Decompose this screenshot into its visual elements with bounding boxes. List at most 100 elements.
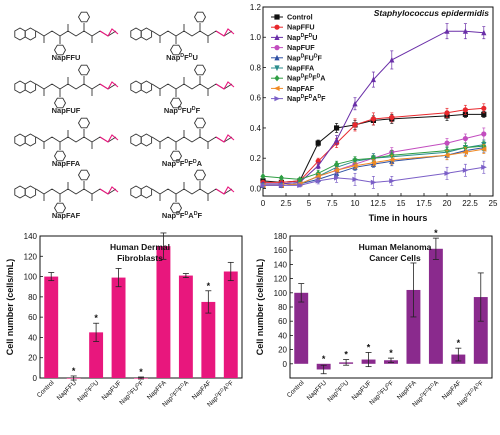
benzene-ring <box>77 64 91 76</box>
x-tick-label: 22.5 <box>462 199 478 208</box>
x-tick-label: NapFUF <box>101 379 123 401</box>
y-tick-label: 180 <box>274 232 288 241</box>
benzene-ring <box>53 202 67 214</box>
x-tick-label: 5 <box>307 199 312 208</box>
y-tick-label: 120 <box>24 252 38 261</box>
x-tick-label: NapFFA <box>396 379 418 401</box>
molecule-label: NapFAF <box>52 211 81 220</box>
molecule-label: NapDFDU <box>166 53 198 62</box>
data-point <box>462 135 468 142</box>
modified-residue <box>99 28 119 37</box>
x-tick-label: NapFAF <box>441 379 463 401</box>
bar <box>156 246 171 378</box>
y-tick-label: 0.0 <box>250 184 262 193</box>
significance-marker: * <box>207 281 211 291</box>
x-tick-label: Control <box>36 379 56 399</box>
molecule-label: NapDFDADF <box>162 211 203 220</box>
aromatic-ring <box>24 185 37 199</box>
benzene-ring <box>169 150 183 162</box>
aromatic-ring <box>140 133 153 147</box>
x-tick-label: NapDFUDF <box>367 378 395 406</box>
significance-marker: * <box>94 313 98 323</box>
data-point <box>389 114 395 120</box>
x-tick-label: NapFFU <box>56 379 79 402</box>
bar <box>44 276 59 378</box>
y-tick-label: 0.8 <box>250 63 262 72</box>
y-tick-label: 20 <box>28 354 37 363</box>
y-tick-label: 0.2 <box>250 154 262 163</box>
data-point <box>462 167 469 173</box>
y-tick-label: 20 <box>278 346 287 355</box>
molecule-structure: NapFFA <box>14 117 119 168</box>
bar <box>473 297 488 364</box>
data-point <box>334 125 340 131</box>
aromatic-ring <box>24 133 37 147</box>
data-point <box>352 176 359 182</box>
chart-title: Staphylococcus epidermidis <box>374 8 490 18</box>
y-tick-label: 0 <box>33 374 38 383</box>
data-point <box>351 163 358 169</box>
x-tick-label: NapFAF <box>191 379 213 401</box>
data-point <box>297 182 303 189</box>
data-point <box>462 28 468 34</box>
aromatic-ring <box>130 185 142 199</box>
aromatic-ring <box>14 185 26 199</box>
data-point <box>370 116 376 122</box>
x-tick-label: NapFUF <box>351 379 373 401</box>
y-tick-label: 80 <box>278 303 287 312</box>
benzene-ring <box>193 64 207 76</box>
x-tick-label: 15 <box>397 199 406 208</box>
molecule-structure: NapFAF <box>14 169 119 220</box>
molecule-label: NapFFU <box>52 53 81 62</box>
data-point <box>370 179 377 185</box>
data-point <box>274 24 280 30</box>
y-tick-label: 100 <box>274 289 288 298</box>
data-point <box>274 65 280 72</box>
aromatic-ring <box>14 133 26 147</box>
x-tick-label: 7.5 <box>326 199 338 208</box>
bar <box>89 332 104 378</box>
data-point <box>352 156 358 163</box>
modified-residue <box>99 186 119 195</box>
modified-residue <box>99 81 119 90</box>
significance-marker: * <box>139 367 143 377</box>
x-tick-label: 2.5 <box>280 199 292 208</box>
legend-label: NapDFDFDA <box>287 74 326 83</box>
aromatic-ring <box>14 27 26 41</box>
significance-marker: * <box>389 348 393 358</box>
data-point <box>462 149 468 155</box>
growth-line-chart: 0 2.5 5 7.5 10 12.5 15 17.5 20 22.5 25 0.0 0.2 0.4 0.6… <box>250 3 498 223</box>
molecule-label: NapDFDFDA <box>162 159 203 168</box>
data-point <box>370 160 376 166</box>
benzene-ring <box>53 44 67 56</box>
significance-marker: * <box>162 228 166 233</box>
molecule-structure: NapFUF <box>14 64 119 115</box>
x-tick-label: NapDFDU <box>75 378 100 403</box>
data-point <box>481 164 487 170</box>
bar <box>201 301 216 378</box>
data-point <box>444 140 450 146</box>
x-tick-label: 0 <box>261 199 266 208</box>
modified-residue <box>215 134 235 143</box>
significance-marker: * <box>434 228 438 238</box>
x-tick-label: 17.5 <box>416 199 432 208</box>
legend-label: NapFUF <box>287 43 315 52</box>
aromatic-ring <box>130 27 142 41</box>
y-tick-label: 60 <box>278 317 287 326</box>
legend-label: NapDFUDF <box>287 53 322 62</box>
aromatic-ring <box>130 80 142 94</box>
y-axis-title: Cell number (cells/mL) <box>5 259 15 356</box>
molecule-structure: NapDFUDF <box>130 64 235 115</box>
data-point <box>334 175 340 181</box>
x-tick-label: 10 <box>351 199 360 208</box>
significance-marker: * <box>72 366 76 376</box>
x-tick-label: 20 <box>443 199 452 208</box>
molecule-label: NapDFUDF <box>164 106 201 115</box>
molecule-label: NapFFA <box>52 159 81 168</box>
x-tick-label: 12.5 <box>370 199 386 208</box>
legend-label: NapFAF <box>287 84 315 93</box>
data-point <box>260 182 267 189</box>
benzene-ring <box>77 117 91 129</box>
data-point <box>481 131 487 137</box>
